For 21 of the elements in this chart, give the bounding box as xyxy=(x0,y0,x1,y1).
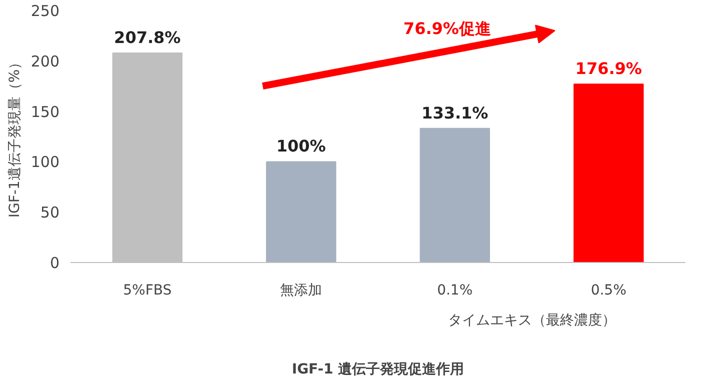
data-label: 207.8% xyxy=(114,28,181,48)
x-tick-label: 0.5% xyxy=(590,282,626,298)
data-label: 176.9% xyxy=(575,59,642,78)
data-label: 100% xyxy=(276,136,326,156)
y-tick-label: 250 xyxy=(30,2,60,20)
x-tick-label: 0.1% xyxy=(437,282,473,298)
text: タイムエキス（最終濃度） xyxy=(448,312,616,328)
bar xyxy=(266,161,336,262)
x-tick-label: 5%FBS xyxy=(123,282,172,298)
y-tick-label: 100 xyxy=(30,153,60,172)
y-tick-label: 200 xyxy=(30,52,60,70)
x-axis-title: IGF-1 遺伝子発現促進作用 xyxy=(292,362,464,378)
y-tick-label: 0 xyxy=(50,254,60,272)
y-axis-title: IGF-1遺伝子発現量（%） xyxy=(6,55,23,218)
bar xyxy=(420,128,490,262)
y-tick-label: 150 xyxy=(30,102,60,121)
data-label: 133.1% xyxy=(422,103,488,122)
y-tick-label: 50 xyxy=(40,204,60,222)
bar xyxy=(574,84,644,262)
annotation: 76.9%促進 xyxy=(403,19,492,38)
x-tick-label: 無添加 xyxy=(280,282,322,298)
